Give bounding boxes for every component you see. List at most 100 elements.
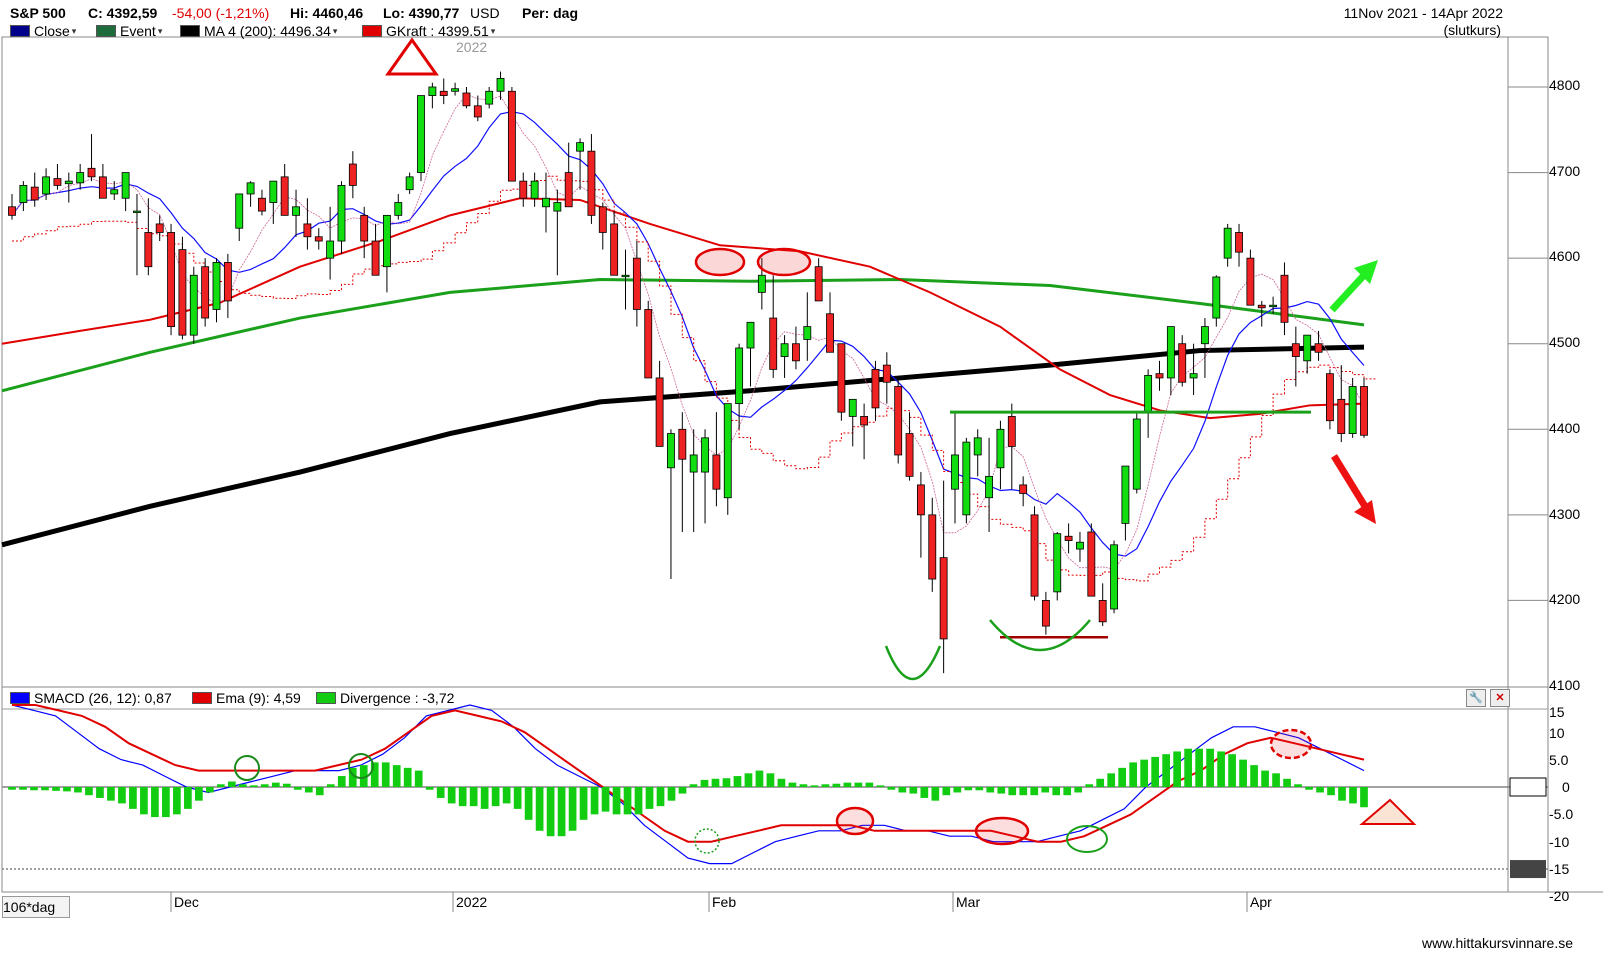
chevron-down-icon[interactable]: ▾ — [332, 25, 338, 36]
legend-swatch-icon — [192, 692, 212, 704]
signal-circle — [234, 755, 260, 781]
divergence-bar — [579, 787, 588, 820]
candle — [53, 178, 62, 186]
signal-ellipse — [1269, 728, 1313, 760]
legend-label: SMACD (26, 12): 0,87 — [34, 690, 172, 706]
candle — [530, 180, 539, 199]
legend-smacd[interactable]: SMACD (26, 12): 0,87 — [10, 690, 172, 706]
candle — [1166, 326, 1175, 379]
legend-close[interactable]: Close ▾ — [10, 23, 82, 39]
divergence-bar — [1195, 748, 1203, 787]
candle — [417, 95, 425, 173]
macd-y-tick-label: -10 — [1549, 834, 1570, 850]
candle — [1212, 276, 1221, 319]
candle — [1098, 600, 1107, 623]
legend-ema[interactable]: Ema (9): 4,59 — [192, 690, 301, 706]
divergence-bar — [282, 783, 291, 787]
candle — [1144, 374, 1153, 413]
price-basis: (slutkurs) — [1443, 22, 1501, 38]
legend-gkraft[interactable]: GKraft : 4399.51 ▾ — [362, 23, 501, 39]
divergence-bar — [953, 787, 962, 793]
divergence-bar — [480, 787, 489, 809]
bottom-curve — [989, 619, 1091, 652]
divergence-bar — [524, 787, 533, 820]
candle — [87, 167, 96, 178]
divergence-bar — [271, 782, 280, 787]
candle — [155, 223, 164, 233]
stop-loss-line — [12, 175, 1376, 582]
candle — [507, 90, 516, 182]
divergence-bar — [107, 787, 115, 801]
divergence-bar — [1261, 770, 1269, 787]
macd-y-tick-label: 10 — [1549, 725, 1565, 741]
divergence-bar — [535, 787, 544, 831]
candle — [235, 193, 244, 229]
candle — [848, 398, 857, 417]
candle — [1189, 373, 1198, 379]
divergence-bar — [964, 787, 973, 791]
divergence-bar — [1349, 787, 1357, 804]
legend-label: Ema (9): 4,59 — [216, 690, 301, 706]
candle — [1235, 232, 1243, 253]
close-icon[interactable]: ✕ — [1490, 689, 1510, 707]
candle — [632, 257, 641, 310]
candle — [212, 262, 221, 310]
divergence-bar — [195, 787, 203, 801]
chevron-down-icon[interactable]: ▾ — [71, 25, 77, 36]
candle — [962, 441, 971, 516]
candle — [610, 223, 619, 276]
candle — [337, 185, 346, 242]
divergence-bar — [392, 765, 401, 787]
candle — [1280, 274, 1289, 323]
candle — [405, 176, 414, 191]
candle — [1223, 227, 1232, 259]
divergence-bar — [689, 784, 698, 787]
divergence-bar — [502, 787, 511, 804]
pink-ma-line — [11, 94, 1365, 570]
legend-divergence[interactable]: Divergence : -3,72 — [316, 690, 454, 706]
candle — [383, 214, 391, 268]
legend-ma200[interactable]: MA 4 (200): 4496.34 ▾ — [180, 23, 343, 39]
divergence-bar — [546, 787, 555, 837]
signal-circle — [694, 828, 720, 854]
candle — [292, 206, 300, 216]
candle — [519, 180, 528, 199]
chevron-down-icon[interactable]: ▾ — [157, 25, 163, 36]
period-button[interactable]: 106*dag — [2, 896, 70, 918]
candle — [1121, 465, 1130, 524]
divergence-bar — [832, 783, 841, 787]
divergence-bar — [1052, 787, 1061, 796]
candle — [871, 368, 880, 409]
candle — [621, 274, 630, 278]
low-value: Lo: 4390,77 — [383, 5, 460, 21]
divergence-bar — [1118, 767, 1127, 787]
divergence-bar — [733, 776, 742, 787]
candle — [1337, 398, 1346, 434]
signal-circle — [348, 753, 374, 779]
divergence-bar — [227, 781, 236, 787]
candle — [258, 197, 266, 212]
candle — [1064, 535, 1073, 541]
smacd-line — [11, 704, 1365, 865]
chevron-down-icon[interactable]: ▾ — [490, 25, 496, 36]
divergence-bar — [304, 787, 313, 793]
wrench-icon[interactable]: 🔧 — [1466, 689, 1486, 707]
divergence-bar — [1140, 759, 1149, 787]
divergence-bar — [19, 787, 27, 790]
candle — [1360, 386, 1368, 436]
y-tick-label: 4200 — [1549, 591, 1581, 607]
y-tick-label: 4500 — [1549, 334, 1581, 350]
divergence-bar — [140, 787, 148, 815]
peak-ellipse — [694, 247, 746, 277]
legend-event[interactable]: Event ▾ — [96, 23, 168, 39]
candle — [167, 232, 175, 328]
divergence-bar — [469, 787, 478, 807]
divergence-bar — [1184, 748, 1192, 787]
candle — [1314, 343, 1323, 353]
candle — [1303, 334, 1312, 362]
divergence-bar — [623, 787, 632, 815]
legend-swatch-icon — [362, 25, 382, 37]
divergence-bar — [1107, 773, 1116, 787]
divergence-bar — [1338, 787, 1346, 801]
